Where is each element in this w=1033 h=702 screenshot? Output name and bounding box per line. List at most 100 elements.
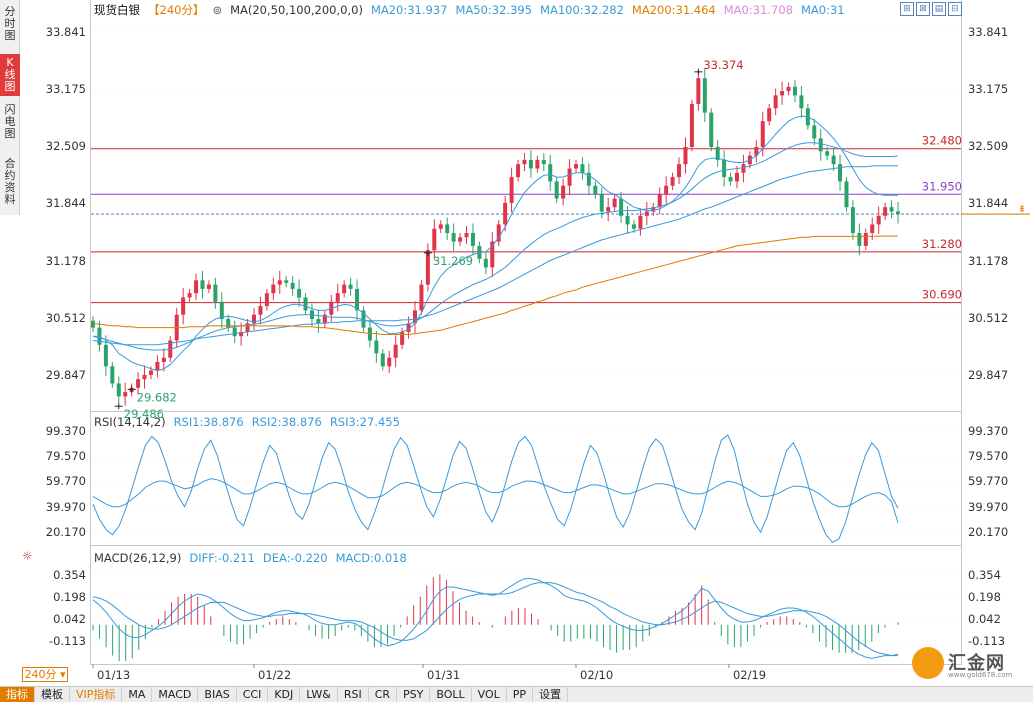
candle-body <box>522 159 527 165</box>
candle-body <box>496 224 501 242</box>
candle-body <box>483 258 488 268</box>
candle-body <box>683 147 688 165</box>
candle-body <box>754 147 759 156</box>
toolbar-button-8[interactable]: LW& <box>300 687 338 702</box>
tab-contract[interactable]: 合约资料 <box>0 156 20 210</box>
candle-body <box>561 185 566 199</box>
toolbar-button-9[interactable]: RSI <box>338 687 369 702</box>
candle-body <box>509 177 514 203</box>
logo: 汇金网 www.gold678.com <box>912 645 1030 683</box>
rsi-axis-tick: 20.170 <box>968 525 1009 539</box>
level-label: 31.280 <box>922 237 962 251</box>
main-legend-item: MA0:31.708 <box>723 3 793 17</box>
tab-flash[interactable]: 闪电图 <box>0 102 20 142</box>
candle-body <box>857 233 862 246</box>
main-legend-item: MA50:32.395 <box>455 3 533 17</box>
toolbar-button-11[interactable]: PSY <box>397 687 431 702</box>
toolbar-button-2[interactable]: VIP指标 <box>70 687 123 702</box>
candle-body <box>181 297 186 315</box>
candle-body <box>290 282 295 289</box>
extreme-label: 29.486 <box>124 407 164 421</box>
toolbar-button-12[interactable]: BOLL <box>430 687 472 702</box>
close-box-icon[interactable]: ⊠ <box>916 2 930 16</box>
logo-text: 汇金网 <box>948 653 1005 674</box>
toolbar-button-15[interactable]: 设置 <box>533 687 569 702</box>
macd-legend-item: MACD:0.018 <box>335 551 407 565</box>
candle-body <box>232 327 237 337</box>
toolbar-button-0[interactable]: 指标 <box>0 687 35 702</box>
macd-axis-tick: 0.042 <box>53 611 86 626</box>
candle-body <box>773 95 778 109</box>
price-axis-tick: 32.509 <box>968 139 1009 154</box>
toolbar-button-1[interactable]: 模板 <box>35 687 70 702</box>
candle-body <box>258 306 263 315</box>
candle-body <box>825 151 830 156</box>
candle-body <box>187 293 192 298</box>
candle-body <box>161 357 166 362</box>
candle-body <box>702 78 707 113</box>
candle-body <box>252 314 256 324</box>
macd-axis-tick: 0.198 <box>968 590 1001 605</box>
chart-tools: ⊞ ⊠ ▤ ⊟ <box>900 2 962 16</box>
date-axis-label: 02/19 <box>732 668 767 682</box>
candle-body <box>638 215 643 229</box>
main-legend-item: MA20:31.937 <box>370 3 448 17</box>
candle-body <box>470 233 475 246</box>
macd-axis-tick: -0.113 <box>968 633 1006 648</box>
price-axis-tick: 31.178 <box>968 253 1009 268</box>
candle-body <box>194 280 199 294</box>
period-selector[interactable]: 240分 ▾ <box>22 667 68 682</box>
candle-body <box>374 340 379 354</box>
toolbar-button-6[interactable]: CCI <box>237 687 269 702</box>
minimize-icon[interactable]: ⊟ <box>948 2 962 16</box>
candle-body <box>760 121 765 147</box>
chart-frame <box>90 0 962 665</box>
candle-body <box>322 314 327 324</box>
candle-body <box>896 211 900 215</box>
price-axis-tick: 32.509 <box>45 139 86 154</box>
candle-body <box>264 293 269 307</box>
candle-body <box>226 319 231 328</box>
date-axis-label: 01/13 <box>97 668 131 682</box>
rsi-axis-tick: 20.170 <box>45 525 86 539</box>
ma-line-ma50 <box>92 142 899 351</box>
tab-timeshare[interactable]: 分时图 <box>0 4 20 42</box>
candle-body <box>213 284 218 302</box>
candle-body <box>657 194 662 208</box>
candle-body <box>664 185 669 195</box>
date-axis-label: 01/22 <box>258 668 292 682</box>
main-legend-item: ⊚ <box>212 3 223 17</box>
crosshair-grid-icon[interactable]: ⊞ <box>900 2 914 16</box>
main-legend-item: MA200:31.464 <box>631 3 716 17</box>
macd-axis-tick: 0.354 <box>968 568 1001 583</box>
toolbar-button-14[interactable]: PP <box>507 687 534 702</box>
legend-main: 现货白银 【240分】 ⊚ MA(20,50,100,200,0,0) MA20:31.… <box>94 3 853 17</box>
side-tab-char: 料 <box>4 193 16 206</box>
layout-icon[interactable]: ▤ <box>932 2 946 16</box>
candle-body <box>631 224 636 229</box>
toolbar-button-10[interactable]: CR <box>369 687 398 702</box>
toolbar-button-4[interactable]: MACD <box>152 687 199 702</box>
legend-rsi: RSI(14,14,2) RSI1:38.876 RSI2:38.876 RSI3:2… <box>94 415 408 429</box>
candle-body <box>625 215 630 225</box>
candle-body <box>535 159 540 169</box>
candle-body <box>148 370 153 375</box>
candle-body <box>464 233 469 238</box>
crosshair-icon[interactable]: ☼ <box>22 549 33 563</box>
candle-body <box>574 164 578 169</box>
side-tab-char: 闪 <box>4 103 16 116</box>
toolbar-button-7[interactable]: KDJ <box>268 687 301 702</box>
rsi-line-rsi3 <box>92 478 899 523</box>
separator-macd <box>90 545 962 546</box>
price-axis-tick: 33.175 <box>968 81 1009 96</box>
candle-body <box>284 280 289 283</box>
toolbar-button-13[interactable]: VOL <box>472 687 507 702</box>
toolbar-button-5[interactable]: BIAS <box>198 687 237 702</box>
legend-macd: MACD(26,12,9) DIFF:-0.211 DEA:-0.220 MACD:0… <box>94 551 415 565</box>
side-tab-char: 电 <box>4 115 16 128</box>
candle-body <box>503 202 508 225</box>
candle-body <box>586 172 591 186</box>
toolbar-button-3[interactable]: MA <box>122 687 153 702</box>
candle-body <box>380 353 385 367</box>
